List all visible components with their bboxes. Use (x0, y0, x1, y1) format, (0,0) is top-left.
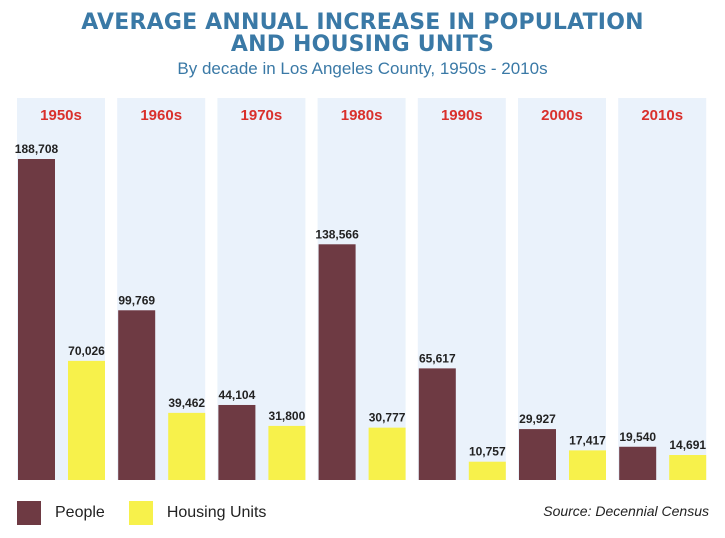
decade-label: 1980s (341, 107, 383, 124)
bar-housing-units (468, 461, 506, 480)
decade-panel (618, 98, 707, 480)
decade-label: 1960s (140, 107, 182, 124)
bar-people (118, 310, 156, 480)
legend-item-people: People (17, 501, 105, 525)
bar-people (519, 429, 556, 480)
decade-panel (518, 98, 606, 480)
chart-title: AVERAGE ANNUAL INCREASE IN POPULATION AN… (0, 12, 725, 56)
legend-item-housing-units: Housing Units (128, 501, 267, 525)
source-note: Source: Decennial Census (543, 503, 709, 519)
data-label-housing-units: 30,777 (369, 411, 406, 425)
legend-swatch-housing-units (128, 501, 153, 525)
legend-swatch-people (17, 501, 41, 525)
bar-people (18, 159, 55, 480)
chart-subtitle: By decade in Los Angeles County, 1950s -… (177, 59, 548, 78)
bar-housing-units (669, 455, 707, 480)
bar-housing-units (268, 425, 306, 480)
chart-title-line-2: AND HOUSING UNITS (230, 32, 495, 57)
bar-housing-units (569, 450, 606, 480)
data-label-housing-units: 17,417 (569, 433, 606, 447)
data-label-housing-units: 39,462 (168, 396, 205, 410)
data-label-housing-units: 31,800 (269, 409, 306, 423)
data-label-people: 44,104 (219, 388, 256, 402)
decade-label: 2010s (641, 107, 683, 124)
bar-housing-units (168, 412, 206, 480)
decade-label: 1950s (40, 107, 82, 124)
bar-housing-units (368, 427, 406, 480)
bar-people (418, 368, 456, 480)
data-label-housing-units: 14,691 (669, 438, 706, 452)
bar-people (218, 404, 256, 480)
chart-title-line-1: AVERAGE ANNUAL INCREASE IN POPULATION (81, 10, 644, 35)
legend-label-housing-units: Housing Units (166, 504, 267, 521)
data-label-people: 29,927 (519, 412, 556, 426)
data-label-people: 99,769 (118, 293, 155, 307)
bar-housing-units (68, 360, 105, 480)
legend-label-people: People (55, 504, 105, 521)
data-label-people: 65,617 (419, 351, 456, 365)
data-label-people: 138,566 (315, 227, 359, 241)
data-label-people: 188,708 (15, 142, 59, 156)
decade-label: 1990s (441, 107, 483, 124)
data-label-housing-units: 70,026 (68, 344, 105, 358)
bar-people (619, 446, 657, 480)
decade-label: 1970s (241, 107, 283, 124)
decade-label: 2000s (541, 107, 583, 124)
bar-people (318, 244, 356, 480)
data-label-people: 19,540 (619, 430, 656, 444)
legend: People Housing Units (17, 500, 290, 526)
data-label-housing-units: 10,757 (469, 445, 506, 459)
